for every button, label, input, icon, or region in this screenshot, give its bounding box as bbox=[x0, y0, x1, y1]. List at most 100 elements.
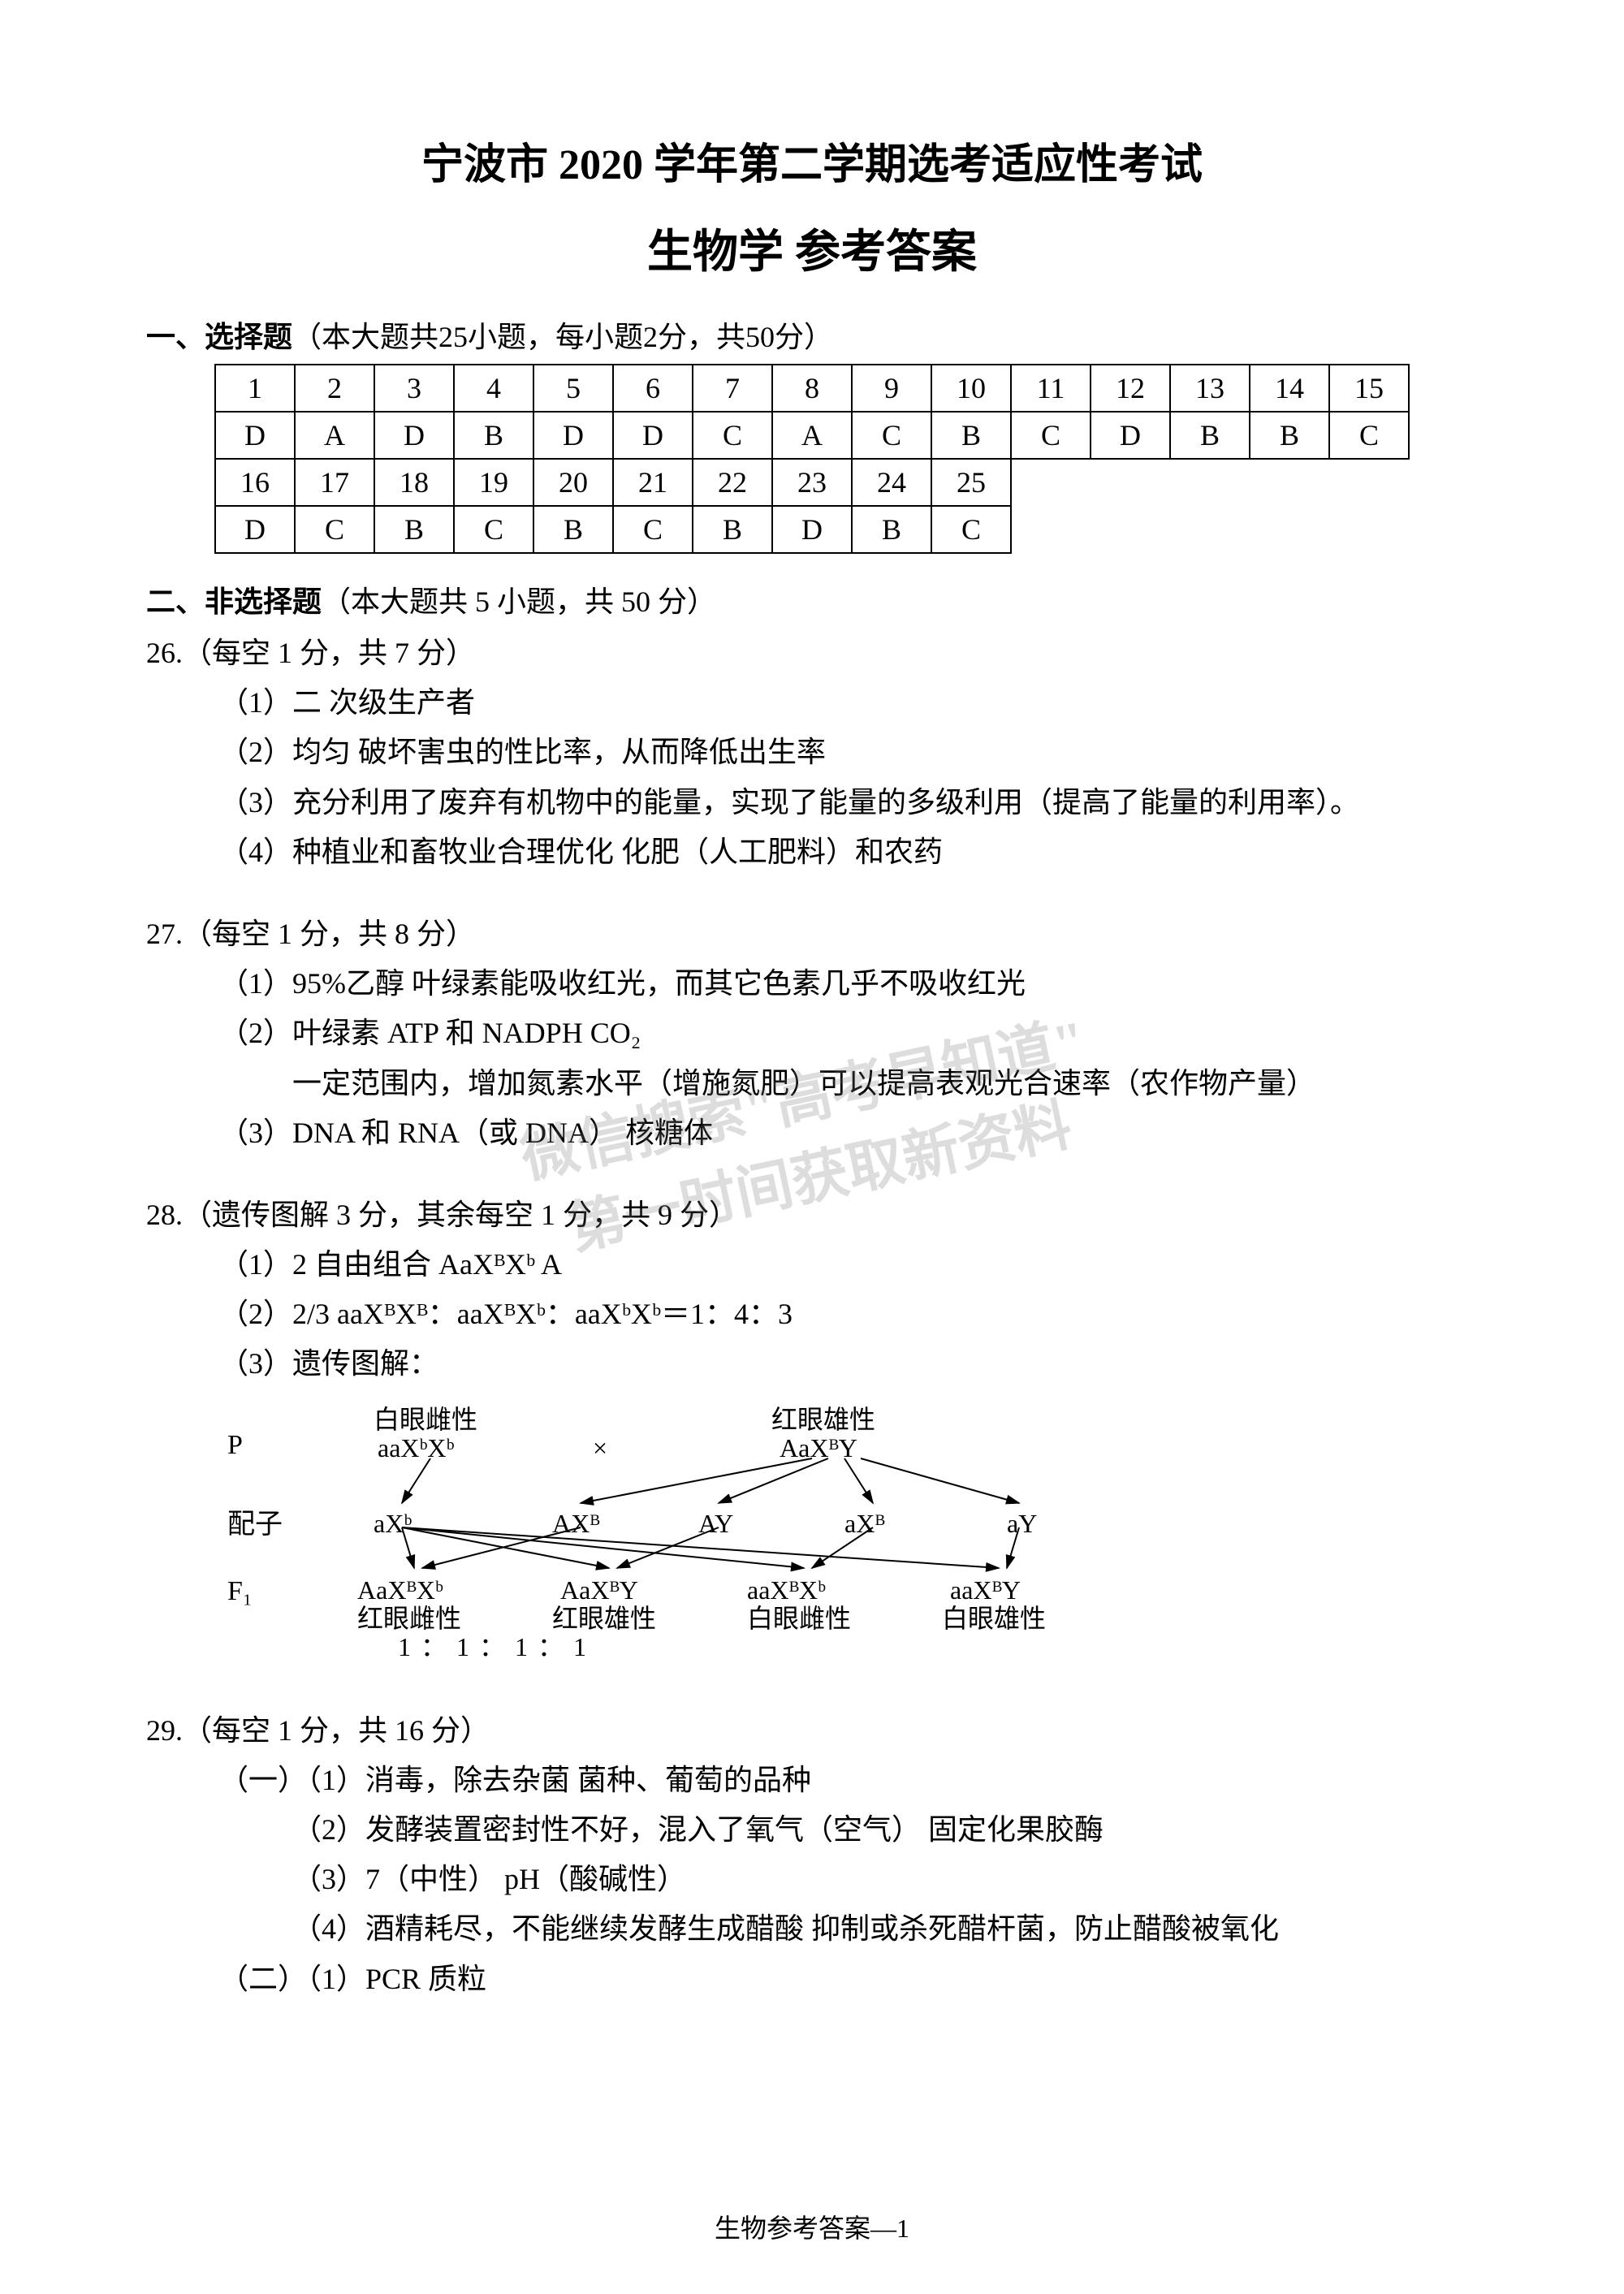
row-label-p: P bbox=[227, 1422, 243, 1469]
q27-line2: （2）叶绿素 ATP 和 NADPH CO₂ bbox=[146, 1009, 1478, 1058]
q28-head: 28.（遗传图解 3 分，其余每空 1 分，共 9 分） bbox=[146, 1190, 1478, 1240]
table-cell: 15 bbox=[1329, 365, 1409, 412]
q27-line2b: 一定范围内，增加氮素水平（增施氮肥）可以提高表观光合速率（农作物产量） bbox=[146, 1059, 1478, 1108]
q28-line3: （3）遗传图解： bbox=[146, 1339, 1478, 1389]
table-cell: 25 bbox=[931, 459, 1011, 506]
table-cell: 13 bbox=[1170, 365, 1250, 412]
p-left-geno: aaXᵇXᵇ bbox=[378, 1426, 454, 1470]
table-row: D C B C B C B D B C bbox=[215, 506, 1409, 553]
section1-desc: （本大题共25小题，每小题2分，共50分） bbox=[292, 321, 833, 353]
table-cell: 3 bbox=[374, 365, 454, 412]
table-cell-empty bbox=[1170, 459, 1250, 506]
table-cell: 12 bbox=[1091, 365, 1170, 412]
table-cell: A bbox=[295, 412, 374, 459]
question-29: 29.（每空 1 分，共 16 分） （一）（1）消毒，除去杂菌 菌种、葡萄的品… bbox=[146, 1706, 1478, 2004]
f1-pheno-4: 白眼雄性 bbox=[942, 1596, 1046, 1640]
table-cell: 5 bbox=[533, 365, 613, 412]
table-cell: 8 bbox=[772, 365, 852, 412]
gamete-1: aXᵇ bbox=[374, 1501, 412, 1545]
section1-header: 一、选择题（本大题共25小题，每小题2分，共50分） bbox=[146, 313, 1478, 356]
f1-pheno-3: 白眼雌性 bbox=[747, 1596, 851, 1640]
table-cell: D bbox=[613, 412, 693, 459]
table-cell-empty bbox=[1011, 506, 1091, 553]
table-cell: 16 bbox=[215, 459, 295, 506]
ratio-line: 1 ： 1 ： 1 ： 1 bbox=[398, 1625, 588, 1669]
table-cell: 2 bbox=[295, 365, 374, 412]
table-cell: D bbox=[1091, 412, 1170, 459]
table-row: 1 2 3 4 5 6 7 8 9 10 11 12 13 14 15 bbox=[215, 365, 1409, 412]
section2-label: 二、非选择题 bbox=[146, 585, 322, 618]
table-cell: D bbox=[215, 412, 295, 459]
table-cell: C bbox=[454, 506, 533, 553]
table-cell: C bbox=[295, 506, 374, 553]
table-cell: 4 bbox=[454, 365, 533, 412]
q27-line1: （1）95%乙醇 叶绿素能吸收红光，而其它色素几乎不吸收红光 bbox=[146, 959, 1478, 1009]
q26-line3: （3）充分利用了废弃有机物中的能量，实现了能量的多级利用（提高了能量的利用率）。 bbox=[146, 778, 1478, 827]
gamete-5: aY bbox=[1007, 1501, 1037, 1545]
genetics-diagram: P 白眼雌性 aaXᵇXᵇ × 红眼雄性 AaXᴮY 配子 aXᵇ AXᴮ AY… bbox=[309, 1398, 1161, 1641]
table-cell: 1 bbox=[215, 365, 295, 412]
page-footer: 生物参考答案—1 bbox=[0, 2208, 1624, 2245]
q26-line1: （1）二 次级生产者 bbox=[146, 678, 1478, 728]
q26-line2: （2）均匀 破坏害虫的性比率，从而降低出生率 bbox=[146, 728, 1478, 777]
table-cell: 18 bbox=[374, 459, 454, 506]
table-row: 16 17 18 19 20 21 22 23 24 25 bbox=[215, 459, 1409, 506]
table-cell: D bbox=[215, 506, 295, 553]
question-26: 26.（每空 1 分，共 7 分） （1）二 次级生产者 （2）均匀 破坏害虫的… bbox=[146, 629, 1478, 877]
table-cell: B bbox=[454, 412, 533, 459]
table-cell: 19 bbox=[454, 459, 533, 506]
question-28: 28.（遗传图解 3 分，其余每空 1 分，共 9 分） （1）2 自由组合 A… bbox=[146, 1190, 1478, 1641]
q29-line4: （4）酒精耗尽，不能继续发酵生成醋酸 抑制或杀死醋杆菌，防止醋酸被氧化 bbox=[146, 1904, 1478, 1954]
table-cell: B bbox=[533, 506, 613, 553]
q28-line1: （1）2 自由组合 AaXᴮXᵇ A bbox=[146, 1240, 1478, 1290]
table-cell-empty bbox=[1091, 459, 1170, 506]
table-cell: D bbox=[374, 412, 454, 459]
table-cell: D bbox=[533, 412, 613, 459]
gamete-4: aXᴮ bbox=[844, 1501, 885, 1545]
table-cell: 14 bbox=[1250, 365, 1329, 412]
table-cell: B bbox=[1250, 412, 1329, 459]
table-cell-empty bbox=[1011, 459, 1091, 506]
table-cell: D bbox=[772, 506, 852, 553]
q29-line3: （3）7（中性） pH（酸碱性） bbox=[146, 1855, 1478, 1904]
table-cell: 24 bbox=[852, 459, 931, 506]
table-cell: 17 bbox=[295, 459, 374, 506]
exam-answer-page: 微信搜索"高考早知道" 第一时间获取新资料 宁波市 2020 学年第二学期选考适… bbox=[0, 0, 1624, 2294]
section2-header: 二、非选择题（本大题共 5 小题，共 50 分） bbox=[146, 578, 1478, 620]
table-cell: 22 bbox=[693, 459, 772, 506]
table-cell: C bbox=[931, 506, 1011, 553]
table-cell: 23 bbox=[772, 459, 852, 506]
row-label-gamete: 配子 bbox=[227, 1501, 283, 1549]
table-cell-empty bbox=[1329, 506, 1409, 553]
q29-line5: （二）（1）PCR 质粒 bbox=[146, 1955, 1478, 2004]
table-cell-empty bbox=[1250, 459, 1329, 506]
table-cell: B bbox=[852, 506, 931, 553]
document-title: 宁波市 2020 学年第二学期选考适应性考试 bbox=[146, 130, 1478, 191]
table-cell: C bbox=[1011, 412, 1091, 459]
table-cell: B bbox=[374, 506, 454, 553]
table-cell: C bbox=[693, 412, 772, 459]
q29-line1: （一）（1）消毒，除去杂菌 菌种、葡萄的品种 bbox=[146, 1756, 1478, 1805]
table-cell: B bbox=[931, 412, 1011, 459]
table-cell: 6 bbox=[613, 365, 693, 412]
section1-label: 一、选择题 bbox=[146, 321, 292, 353]
gamete-2: AXᴮ bbox=[552, 1501, 600, 1545]
table-cell-empty bbox=[1329, 459, 1409, 506]
q26-line4: （4）种植业和畜牧业合理优化 化肥（人工肥料）和农药 bbox=[146, 827, 1478, 877]
section2-desc: （本大题共 5 小题，共 50 分） bbox=[322, 585, 716, 618]
table-cell: 9 bbox=[852, 365, 931, 412]
q29-head: 29.（每空 1 分，共 16 分） bbox=[146, 1706, 1478, 1756]
q29-line2: （2）发酵装置密封性不好，混入了氧气（空气） 固定化果胶酶 bbox=[146, 1805, 1478, 1855]
cross-symbol: × bbox=[593, 1426, 607, 1470]
answer-table: 1 2 3 4 5 6 7 8 9 10 11 12 13 14 15 D A … bbox=[214, 364, 1410, 554]
question-27: 27.（每空 1 分，共 8 分） （1）95%乙醇 叶绿素能吸收红光，而其它色… bbox=[146, 909, 1478, 1158]
table-cell: C bbox=[1329, 412, 1409, 459]
table-cell: A bbox=[772, 412, 852, 459]
table-cell: B bbox=[1170, 412, 1250, 459]
table-cell: 10 bbox=[931, 365, 1011, 412]
row-label-f1: F₁ bbox=[227, 1568, 253, 1615]
q27-head: 27.（每空 1 分，共 8 分） bbox=[146, 909, 1478, 959]
q26-head: 26.（每空 1 分，共 7 分） bbox=[146, 629, 1478, 678]
table-cell: 20 bbox=[533, 459, 613, 506]
q28-line2: （2）2/3 aaXᴮXᴮ：aaXᴮXᵇ：aaXᵇXᵇ＝1：4：3 bbox=[146, 1290, 1478, 1339]
